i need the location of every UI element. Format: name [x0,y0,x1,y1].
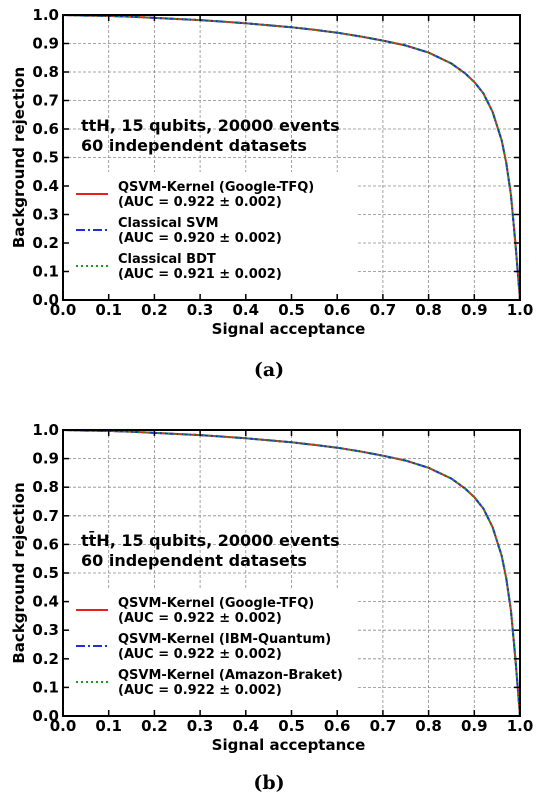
y-tick-label: 0.8 [32,63,59,81]
x-tick-label: 0.7 [370,717,397,735]
x-tick-label: 0.0 [50,717,77,735]
y-tick-label: 0.1 [32,678,59,696]
y-tick-label: 1.0 [32,421,59,439]
y-tick-label: 0.4 [32,593,59,611]
x-tick-label: 1.0 [507,301,534,319]
x-axis-label: Signal acceptance [212,736,366,754]
y-tick-label: 1.0 [32,6,59,24]
x-tick-label: 0.5 [278,301,305,319]
legend-label-3: QSVM-Kernel (Amazon-Braket) [118,668,343,683]
y-tick-label: 0.0 [32,707,59,725]
legend-auc-2: (AUC = 0.920 ± 0.002) [118,231,282,246]
x-tick-label: 0.6 [324,301,351,319]
x-tick-label: 1.0 [507,717,534,735]
annotation-line-2: 60 independent datasets [81,551,307,570]
series-line-3 [62,14,521,301]
x-tick-label: 0.8 [415,717,442,735]
x-tick-label: 0.5 [278,717,305,735]
x-tick-label: 0.3 [187,717,214,735]
x-tick-label: 0.7 [370,301,397,319]
y-axis-label: Background rejection [10,67,28,248]
panel-caption: (a) [254,359,284,381]
x-tick-label: 0.3 [187,301,214,319]
legend-label-1: QSVM-Kernel (Google-TFQ) [118,596,314,611]
y-tick-label: 0.8 [32,478,59,496]
y-tick-label: 0.7 [32,507,59,525]
y-tick-label: 0.6 [32,120,59,138]
legend-label-1: QSVM-Kernel (Google-TFQ) [118,180,314,195]
y-tick-label: 0.9 [32,35,59,53]
y-tick-label: 0.2 [32,650,59,668]
annotation-line-1: tt̄H, 15 qubits, 20000 events [81,530,340,550]
series-line-3 [62,429,521,717]
chart-panel-b: 0.0 0.1 0.2 0.3 0.4 0.5 0.6 0.7 0.8 0.9 1.0 0.0 0.1 0… [10,421,533,794]
y-axis-label: Background rejection [10,482,28,663]
chart-panel-a: 0.0 0.1 0.2 0.3 0.4 0.5 0.6 0.7 0.8 0.9 1.0 0.0 0.1 0… [10,6,533,381]
y-tick-label: 0.7 [32,92,59,110]
x-tick-label: 0.4 [233,717,260,735]
x-tick-label: 0.8 [415,301,442,319]
x-axis-label: Signal acceptance [212,320,366,338]
y-tick-label: 0.0 [32,291,59,309]
x-tick-label: 0.1 [95,301,122,319]
y-tick-label: 0.6 [32,535,59,553]
x-tick-label: 0.2 [141,717,168,735]
legend-box [68,588,356,709]
y-tick-label: 0.4 [32,177,59,195]
x-tick-label: 0.1 [95,717,122,735]
x-tick-label: 0.6 [324,717,351,735]
x-tick-label: 0.9 [461,717,488,735]
x-tick-label: 0.0 [50,301,77,319]
legend-label-3: Classical BDT [118,252,216,267]
panel-caption: (b) [253,772,284,794]
y-tick-label: 0.3 [32,621,59,639]
legend-auc-1: (AUC = 0.922 ± 0.002) [118,195,282,210]
x-tick-label: 0.9 [461,301,488,319]
x-tick-label: 0.4 [233,301,260,319]
y-tick-label: 0.9 [32,450,59,468]
legend-auc-1: (AUC = 0.922 ± 0.002) [118,611,282,626]
legend-label-2: QSVM-Kernel (IBM-Quantum) [118,632,331,647]
y-tick-label: 0.5 [32,149,59,167]
y-tick-label: 0.1 [32,263,59,281]
y-tick-label: 0.5 [32,564,59,582]
legend-auc-3: (AUC = 0.921 ± 0.002) [118,267,282,282]
legend-label-2: Classical SVM [118,216,219,231]
legend-auc-3: (AUC = 0.922 ± 0.002) [118,683,282,698]
x-tick-label: 0.2 [141,301,168,319]
y-tick-label: 0.2 [32,234,59,252]
annotation-line-2: 60 independent datasets [81,136,307,155]
annotation-line-1: ttH, 15 qubits, 20000 events [81,116,340,135]
legend-auc-2: (AUC = 0.922 ± 0.002) [118,647,282,662]
legend-box [68,172,356,293]
y-tick-label: 0.3 [32,206,59,224]
